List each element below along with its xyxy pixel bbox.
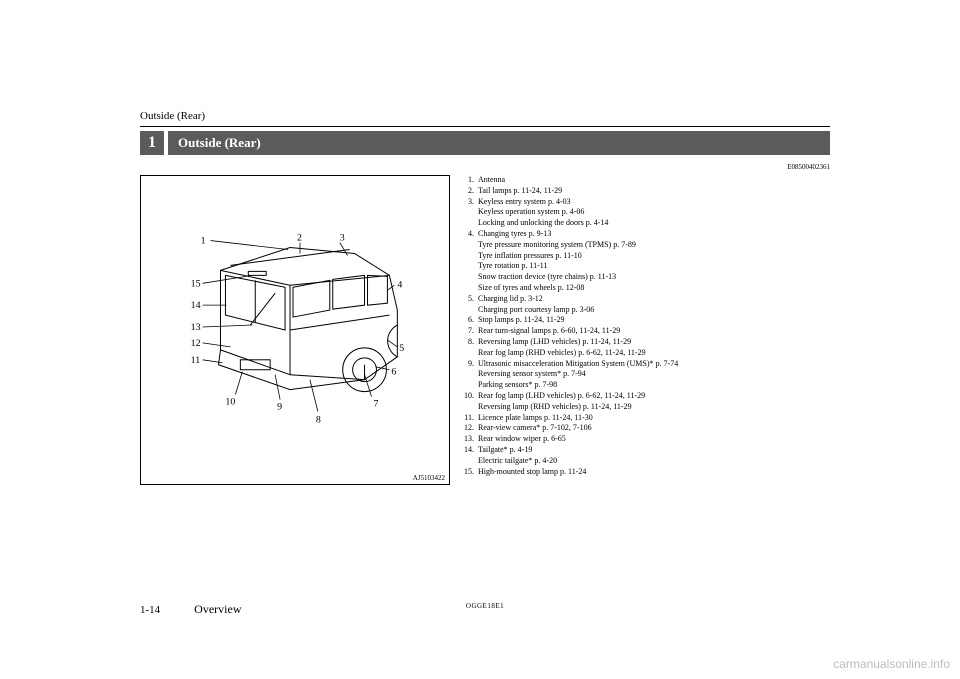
list-item: Charging lid p. 3-12 [478,294,830,305]
callout-4: 4 [397,279,402,290]
content: 1 2 3 4 5 6 7 8 9 10 11 12 13 14 15 AJ [140,175,830,485]
list-subitem: Reversing lamp (RHD vehicles) p. 11-24, … [478,402,830,413]
list-num: 12. [460,423,474,434]
list-subitem: Tyre pressure monitoring system (TPMS) p… [478,240,830,251]
list-subitem: Locking and unlocking the doors p. 4-14 [478,218,830,229]
figure-id: AJ5103422 [413,474,445,482]
callout-1: 1 [201,236,206,247]
running-title: Outside (Rear) [140,110,830,122]
callout-13: 13 [191,322,201,333]
callout-3: 3 [340,233,345,244]
list-item: Tailgate* p. 4-19 [478,445,830,456]
list-num: 15. [460,467,474,478]
list-num: 1. [460,175,474,186]
callout-6: 6 [391,367,396,378]
list-subitem: Size of tyres and wheels p. 12-08 [478,283,830,294]
footer-code: OGGE18E1 [466,602,504,610]
callout-11: 11 [191,355,201,366]
list-subitem: Snow traction device (tyre chains) p. 11… [478,272,830,283]
list-num: 10. [460,391,474,402]
list-item: Reversing lamp (LHD vehicles) p. 11-24, … [478,337,830,348]
callout-14: 14 [191,300,201,311]
callout-10: 10 [225,397,235,408]
section-heading: 1 Outside (Rear) [140,131,830,155]
callout-9: 9 [277,401,282,412]
callout-15: 15 [191,278,201,289]
list-subitem: Charging port courtesy lamp p. 3-06 [478,305,830,316]
list-item: Changing tyres p. 9-13 [478,229,830,240]
list-item: Licence plate lamps p. 11-24, 11-30 [478,413,830,424]
list-subitem: Parking sensors* p. 7-98 [478,380,830,391]
list-num: 2. [460,186,474,197]
list-num: 5. [460,294,474,305]
rule-top [140,126,830,127]
callout-8: 8 [316,414,321,425]
page-number: 1-14 [140,604,160,616]
page-footer: 1-14 Overview OGGE18E1 [140,602,830,617]
list-subitem: Tyre inflation pressures p. 11-10 [478,251,830,262]
figure: 1 2 3 4 5 6 7 8 9 10 11 12 13 14 15 AJ [140,175,450,485]
list-item: Ultrasonic misacceleration Mitigation Sy… [478,359,830,370]
list-num: 9. [460,359,474,370]
document-id: E08500402361 [140,163,830,171]
list-item: Rear fog lamp (LHD vehicles) p. 6-62, 11… [478,391,830,402]
vehicle-illustration: 1 2 3 4 5 6 7 8 9 10 11 12 13 14 15 [141,176,449,484]
list-item: Rear window wiper p. 6-65 [478,434,830,445]
chapter-label: Overview [194,602,241,617]
list-item: Tail lamps p. 11-24, 11-29 [478,186,830,197]
list-item: Antenna [478,175,830,186]
watermark: carmanualsonline.info [833,657,950,671]
callout-7: 7 [373,399,378,410]
list-item: High-mounted stop lamp p. 11-24 [478,467,830,478]
list-num: 8. [460,337,474,348]
list-num: 3. [460,197,474,208]
list-item: Stop lamps p. 11-24, 11-29 [478,315,830,326]
list-item: Keyless entry system p. 4-03 [478,197,830,208]
list-subitem: Reversing sensor system* p. 7-94 [478,369,830,380]
callout-2: 2 [297,233,302,244]
callout-list: 1. Antenna 2. Tail lamps p. 11-24, 11-29 3… [460,175,830,485]
list-num: 11. [460,413,474,424]
section-number: 1 [140,131,164,155]
list-num: 6. [460,315,474,326]
section-title: Outside (Rear) [168,131,830,155]
list-num: 4. [460,229,474,240]
list-item: Rear-view camera* p. 7-102, 7-106 [478,423,830,434]
list-subitem: Electric tailgate* p. 4-20 [478,456,830,467]
list-num: 7. [460,326,474,337]
list-subitem: Tyre rotation p. 11-11 [478,261,830,272]
callout-12: 12 [191,338,201,349]
callout-5: 5 [399,343,404,354]
list-num: 13. [460,434,474,445]
list-subitem: Rear fog lamp (RHD vehicles) p. 6-62, 11… [478,348,830,359]
list-num: 14. [460,445,474,456]
list-subitem: Keyless operation system p. 4-06 [478,207,830,218]
list-item: Rear turn-signal lamps p. 6-60, 11-24, 1… [478,326,830,337]
